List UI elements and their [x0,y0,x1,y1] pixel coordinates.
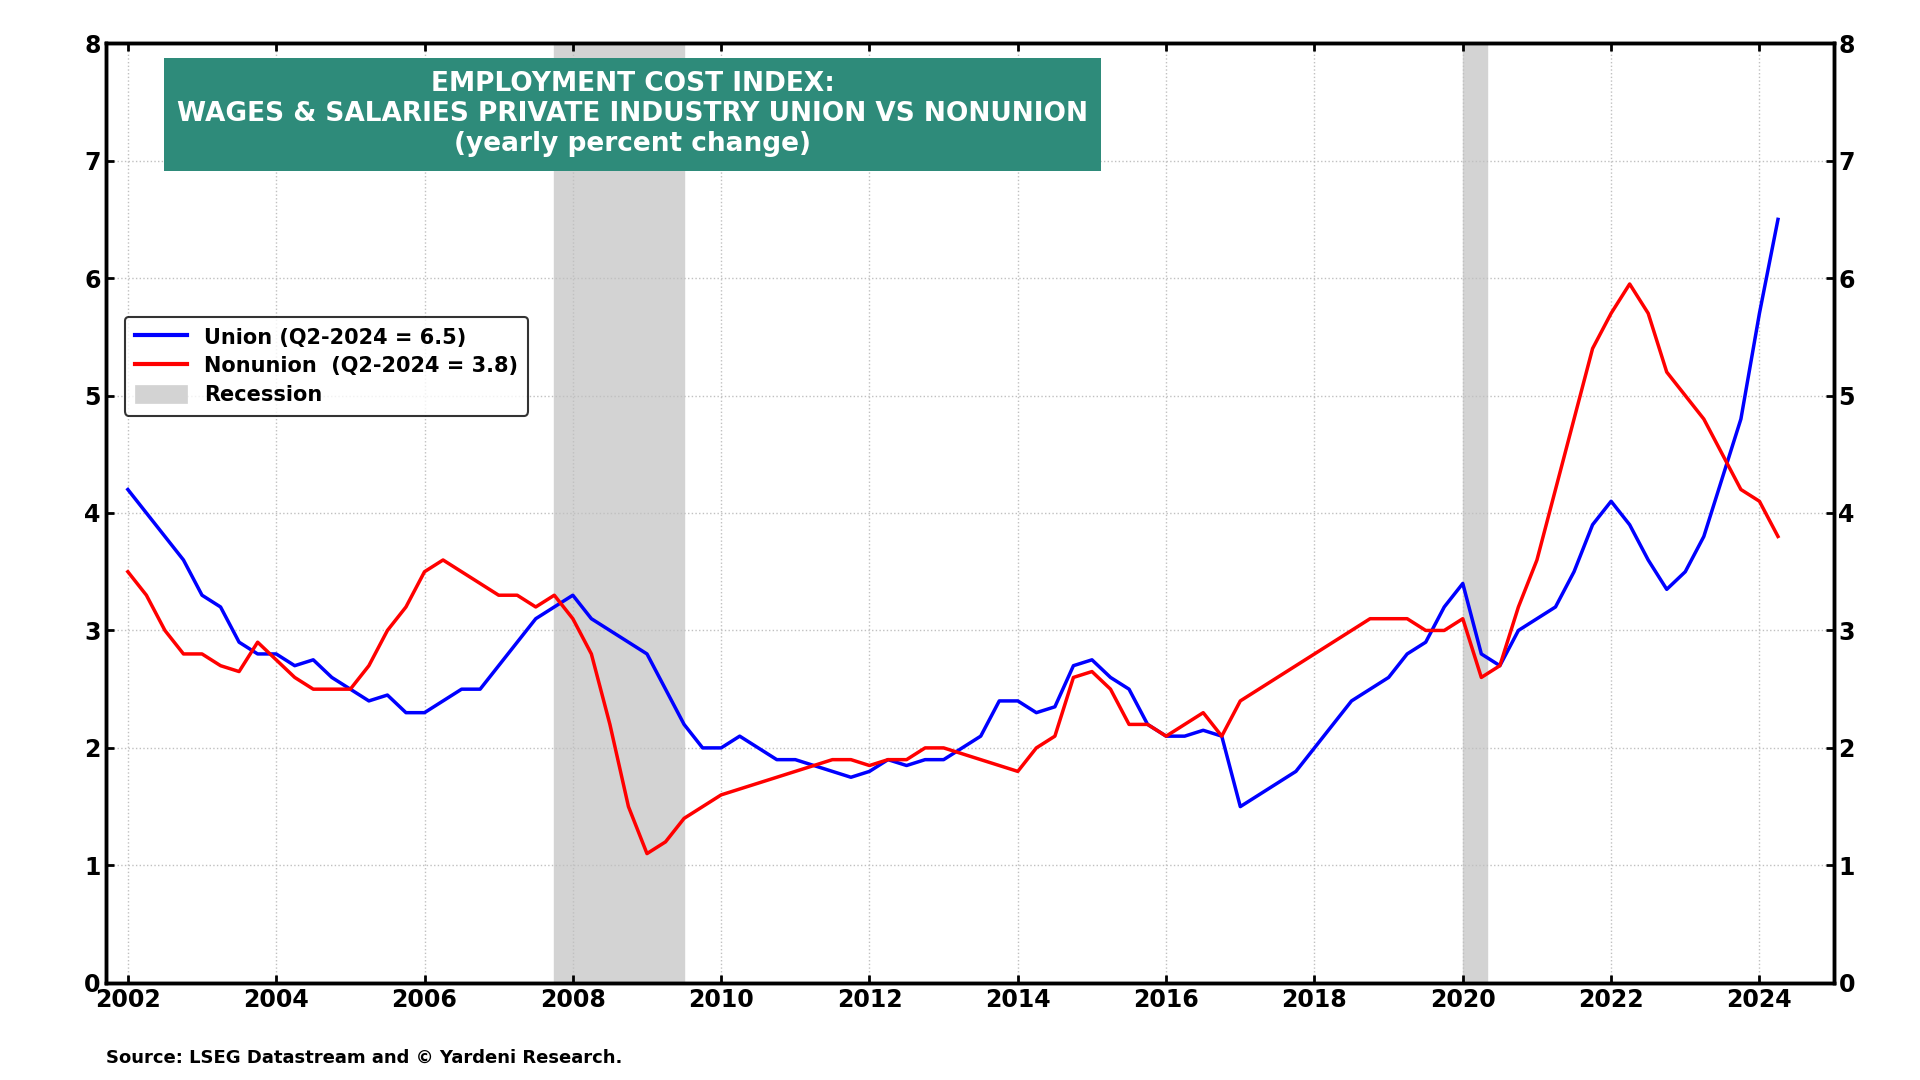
Bar [555,43,684,983]
Text: EMPLOYMENT COST INDEX:
WAGES & SALARIES PRIVATE INDUSTRY UNION VS NONUNION
(year: EMPLOYMENT COST INDEX: WAGES & SALARIES … [177,71,1089,158]
Text: Source: LSEG Datastream and © Yardeni Research.: Source: LSEG Datastream and © Yardeni Re… [106,1049,622,1067]
Legend: Union (Q2-2024 = 6.5), Nonunion  (Q2-2024 = 3.8), Recession: Union (Q2-2024 = 6.5), Nonunion (Q2-2024… [125,316,528,416]
Bar [1463,43,1488,983]
